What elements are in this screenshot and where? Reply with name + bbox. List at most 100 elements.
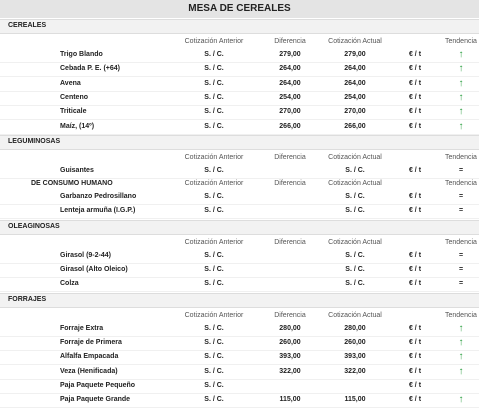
trend: ↑ [458,394,464,406]
trend: = [458,193,464,201]
trend: ↑ [458,351,464,363]
trend: ↑ [458,322,464,334]
table-row [0,120,479,135]
trend: ↑ [458,63,464,75]
current-price: 393,00 [344,353,366,361]
difference: 280,00 [279,324,301,332]
previous-price: S. / C. [204,396,224,404]
current-price: S. / C. [345,280,365,288]
table-row [0,379,479,394]
product-name: Trigo Blando [60,51,103,58]
table-row [0,91,479,106]
difference: 266,00 [279,122,301,130]
unit: € / t [408,353,422,361]
previous-price: S. / C. [204,266,224,273]
previous-price: S. / C. [204,280,224,288]
trend: ↑ [458,106,464,118]
trend: = [458,251,464,259]
trend: ↑ [458,49,464,60]
column-header: Tendencia [445,311,477,319]
unit: € / t [408,79,422,87]
current-price: S. / C. [345,266,365,273]
column-header: Tendencia [445,238,477,246]
previous-price: S. / C. [204,193,224,201]
product-name: Triticale [60,108,87,116]
previous-price: S. / C. [204,122,224,130]
table-row [0,48,479,63]
unit: € / t [408,93,422,101]
column-header: Cotización Anterior [184,311,244,319]
trend: = [458,280,464,288]
difference: 254,00 [279,93,301,101]
unit: € / t [408,367,422,375]
current-price: 279,00 [344,51,366,58]
table-row [0,77,479,92]
section-title: FORRAJES [8,295,47,303]
column-header: Cotización Anterior [184,38,244,45]
current-price: 280,00 [344,324,366,332]
current-price: 260,00 [344,338,366,346]
column-header: Tendencia [445,153,477,161]
product-name: Veza (Henificada) [60,367,118,375]
unit: € / t [408,251,422,259]
table-row [0,350,479,366]
difference: 322,00 [279,367,301,375]
current-price: 270,00 [344,108,366,116]
product-name: Garbanzo Pedrosillano [60,193,137,201]
column-header: Diferencia [274,38,306,45]
trend: ↑ [458,365,464,377]
section-title: LEGUMINOSAS [8,137,61,145]
column-header: Cotización Actual [328,238,382,246]
unit: € / t [408,51,422,58]
current-price: S. / C. [345,193,365,201]
difference: 264,00 [279,79,301,87]
difference: 279,00 [279,51,301,58]
product-name: Colza [60,280,79,288]
product-name: Cebada P. E. (+64) [60,65,120,73]
previous-price: S. / C. [204,381,224,389]
previous-price: S. / C. [204,65,224,73]
previous-price: S. / C. [204,251,224,259]
current-price: S. / C. [345,251,365,259]
table-row [0,204,479,220]
section-band [0,19,479,34]
unit: € / t [408,207,422,215]
previous-price: S. / C. [204,353,224,361]
product-name: Avena [60,79,81,87]
unit: € / t [408,193,422,201]
section-band [0,134,479,150]
column-header: Cotización Anterior [184,153,244,161]
current-price: S. / C. [345,207,365,215]
difference: 260,00 [279,338,301,346]
table-row [0,164,479,179]
unit: € / t [408,396,422,404]
column-header: Diferencia [274,180,306,188]
trend: = [458,207,464,215]
product-name: Forraje Extra [60,324,104,332]
product-name: Centeno [60,93,88,101]
unit: € / t [408,280,422,288]
difference: 270,00 [279,108,301,116]
current-price: 322,00 [344,367,366,375]
table-row [0,190,479,206]
table-row [0,365,479,380]
unit: € / t [408,108,422,116]
current-price: 264,00 [344,65,366,73]
table-row [0,62,479,78]
trend: = [458,266,464,273]
column-header: Tendencia [445,180,477,188]
previous-price: S. / C. [204,51,224,58]
product-name: Paja Paquete Grande [60,396,131,404]
column-header: Cotización Actual [328,311,382,319]
table-row [0,277,479,293]
difference: 393,00 [279,353,301,361]
subsection-title: DE CONSUMO HUMANO [31,180,113,188]
product-name: Forraje de Primera [60,338,122,346]
page-title: MESA DE CEREALES [0,0,479,18]
product-name: Alfalfa Empacada [60,353,119,361]
table-row [0,322,479,337]
unit: € / t [408,122,422,130]
trend: ↑ [458,336,464,348]
product-name: Paja Paquete Pequeño [60,381,136,389]
unit: € / t [408,166,422,174]
